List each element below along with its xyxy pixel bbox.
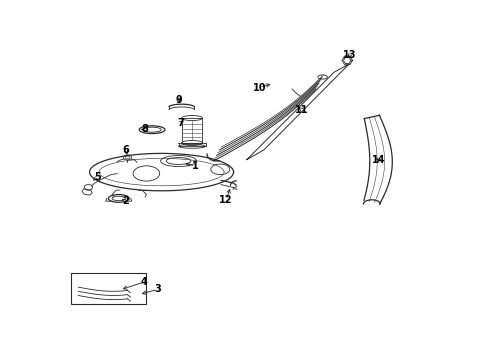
Text: 7: 7 bbox=[177, 118, 183, 128]
Text: 5: 5 bbox=[94, 172, 101, 183]
Text: 10: 10 bbox=[252, 82, 265, 93]
Bar bbox=[181, 118, 202, 143]
Text: 4: 4 bbox=[140, 277, 147, 287]
Text: 9: 9 bbox=[175, 95, 182, 105]
Text: 2: 2 bbox=[122, 195, 129, 206]
Text: 11: 11 bbox=[294, 105, 308, 115]
Text: 14: 14 bbox=[371, 155, 385, 165]
Text: 3: 3 bbox=[154, 284, 161, 294]
Text: 13: 13 bbox=[343, 50, 356, 60]
Bar bbox=[70, 273, 146, 304]
Text: 1: 1 bbox=[192, 161, 199, 171]
Text: 12: 12 bbox=[219, 195, 232, 205]
Text: 8: 8 bbox=[141, 124, 148, 134]
Text: 6: 6 bbox=[122, 145, 129, 155]
